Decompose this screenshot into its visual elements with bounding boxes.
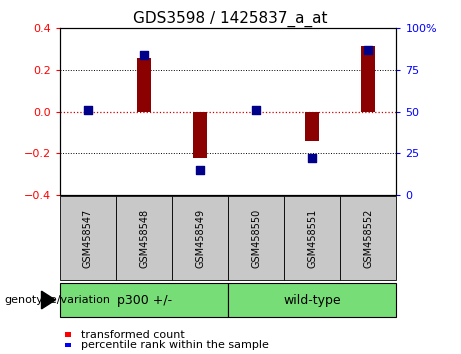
Text: p300 +/-: p300 +/- <box>117 293 171 307</box>
Text: GSM458548: GSM458548 <box>139 209 149 268</box>
Point <box>365 47 372 53</box>
Point <box>84 107 92 113</box>
Bar <box>361 46 375 112</box>
Text: genotype/variation: genotype/variation <box>5 295 111 305</box>
Point <box>140 52 148 58</box>
Bar <box>137 58 151 112</box>
Text: GSM458549: GSM458549 <box>195 209 205 268</box>
Text: GSM458552: GSM458552 <box>363 209 373 268</box>
Point <box>196 167 204 173</box>
Point <box>253 107 260 113</box>
Text: percentile rank within the sample: percentile rank within the sample <box>81 340 269 350</box>
Point <box>309 155 316 161</box>
Text: transformed count: transformed count <box>81 330 184 339</box>
Text: GSM458551: GSM458551 <box>307 209 317 268</box>
Bar <box>305 112 319 141</box>
Text: GSM458547: GSM458547 <box>83 209 93 268</box>
Bar <box>193 112 207 158</box>
Text: GSM458550: GSM458550 <box>251 209 261 268</box>
Polygon shape <box>41 291 55 309</box>
Text: GDS3598 / 1425837_a_at: GDS3598 / 1425837_a_at <box>133 11 328 27</box>
Text: wild-type: wild-type <box>284 293 341 307</box>
